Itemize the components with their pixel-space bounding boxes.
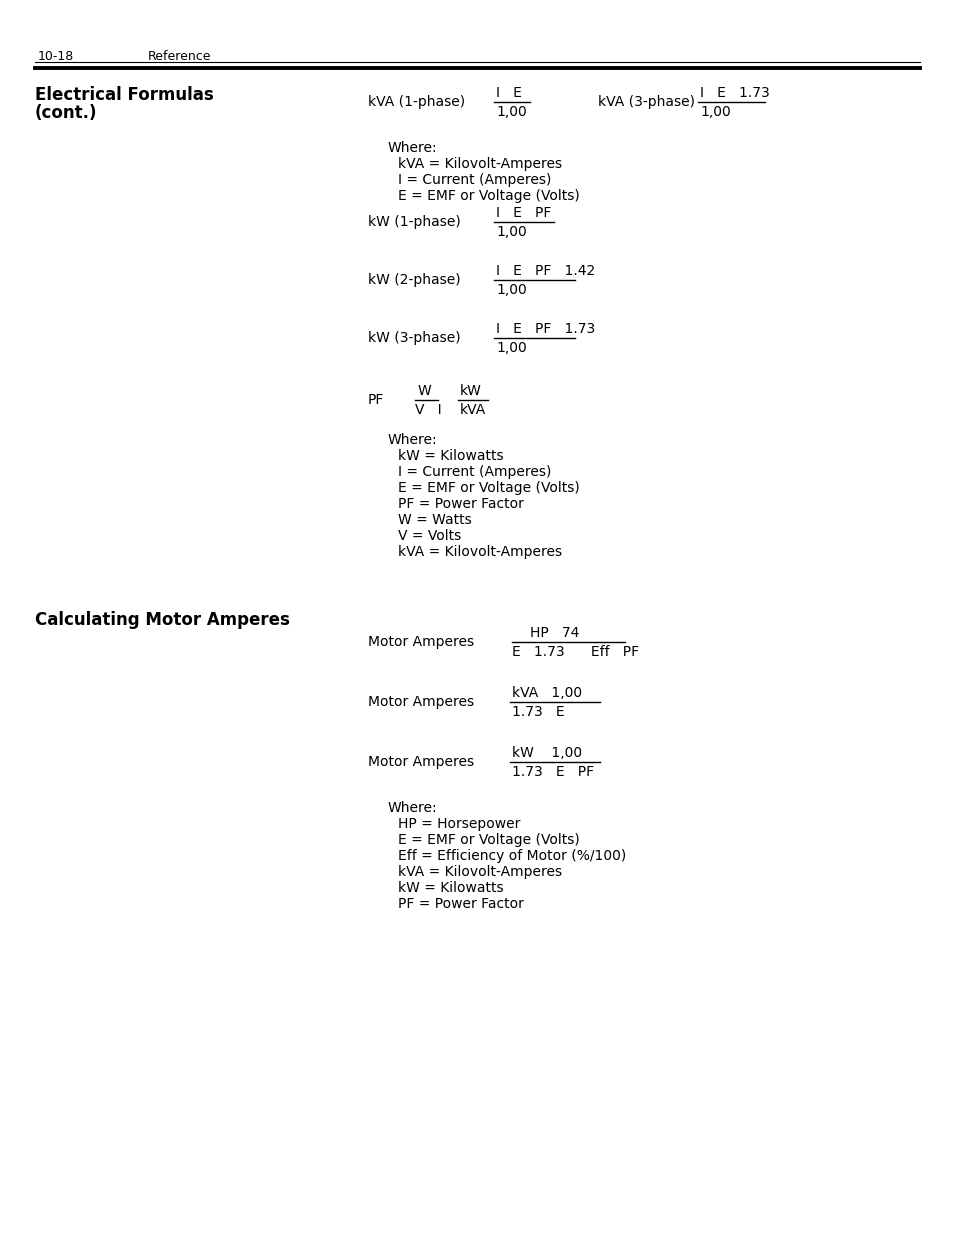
Text: kW (2-phase): kW (2-phase) [368, 273, 460, 287]
Text: E   1.73      Eff   PF: E 1.73 Eff PF [512, 645, 639, 659]
Text: kVA (1-phase): kVA (1-phase) [368, 95, 465, 109]
Text: (cont.): (cont.) [35, 104, 97, 122]
Text: I = Current (Amperes): I = Current (Amperes) [397, 173, 551, 186]
Text: kW = Kilowatts: kW = Kilowatts [397, 881, 503, 895]
Text: V = Volts: V = Volts [397, 529, 460, 543]
Text: Motor Amperes: Motor Amperes [368, 755, 474, 769]
Text: Eff = Efficiency of Motor (%/100): Eff = Efficiency of Motor (%/100) [397, 848, 625, 863]
Text: kW    1,00: kW 1,00 [512, 746, 581, 760]
Text: HP = Horsepower: HP = Horsepower [397, 818, 519, 831]
Text: 1,00: 1,00 [496, 225, 526, 240]
Text: 1,00: 1,00 [496, 283, 526, 296]
Text: kVA   1,00: kVA 1,00 [512, 685, 581, 700]
Text: I   E   1.73: I E 1.73 [700, 86, 769, 100]
Text: W = Watts: W = Watts [397, 513, 471, 527]
Text: kVA = Kilovolt-Amperes: kVA = Kilovolt-Amperes [397, 157, 561, 170]
Text: W: W [417, 384, 432, 398]
Text: Calculating Motor Amperes: Calculating Motor Amperes [35, 611, 290, 629]
Text: V   I: V I [415, 403, 441, 417]
Text: 1.73   E   PF: 1.73 E PF [512, 764, 594, 779]
Text: E = EMF or Voltage (Volts): E = EMF or Voltage (Volts) [397, 480, 579, 495]
Text: I   E: I E [496, 86, 521, 100]
Text: kW = Kilowatts: kW = Kilowatts [397, 450, 503, 463]
Text: kVA (3-phase): kVA (3-phase) [598, 95, 695, 109]
Text: E = EMF or Voltage (Volts): E = EMF or Voltage (Volts) [397, 832, 579, 847]
Text: I   E   PF: I E PF [496, 206, 551, 220]
Text: I   E   PF   1.42: I E PF 1.42 [496, 264, 595, 278]
Text: kVA = Kilovolt-Amperes: kVA = Kilovolt-Amperes [397, 864, 561, 879]
Text: PF = Power Factor: PF = Power Factor [397, 496, 523, 511]
Text: Where:: Where: [388, 433, 437, 447]
Text: Where:: Where: [388, 141, 437, 156]
Text: 10-18: 10-18 [38, 49, 74, 63]
Text: PF = Power Factor: PF = Power Factor [397, 897, 523, 911]
Text: kW (1-phase): kW (1-phase) [368, 215, 460, 228]
Text: HP   74: HP 74 [530, 626, 578, 640]
Text: kW (3-phase): kW (3-phase) [368, 331, 460, 345]
Text: kVA = Kilovolt-Amperes: kVA = Kilovolt-Amperes [397, 545, 561, 559]
Text: 1.73   E: 1.73 E [512, 705, 564, 719]
Text: Electrical Formulas: Electrical Formulas [35, 86, 213, 104]
Text: I = Current (Amperes): I = Current (Amperes) [397, 466, 551, 479]
Text: kW: kW [459, 384, 481, 398]
Text: Where:: Where: [388, 802, 437, 815]
Text: Reference: Reference [148, 49, 212, 63]
Text: 1,00: 1,00 [496, 105, 526, 119]
Text: 1,00: 1,00 [496, 341, 526, 354]
Text: kVA: kVA [459, 403, 486, 417]
Text: 1,00: 1,00 [700, 105, 730, 119]
Text: Motor Amperes: Motor Amperes [368, 695, 474, 709]
Text: PF: PF [368, 393, 384, 408]
Text: E = EMF or Voltage (Volts): E = EMF or Voltage (Volts) [397, 189, 579, 203]
Text: Motor Amperes: Motor Amperes [368, 635, 474, 650]
Text: I   E   PF   1.73: I E PF 1.73 [496, 322, 595, 336]
